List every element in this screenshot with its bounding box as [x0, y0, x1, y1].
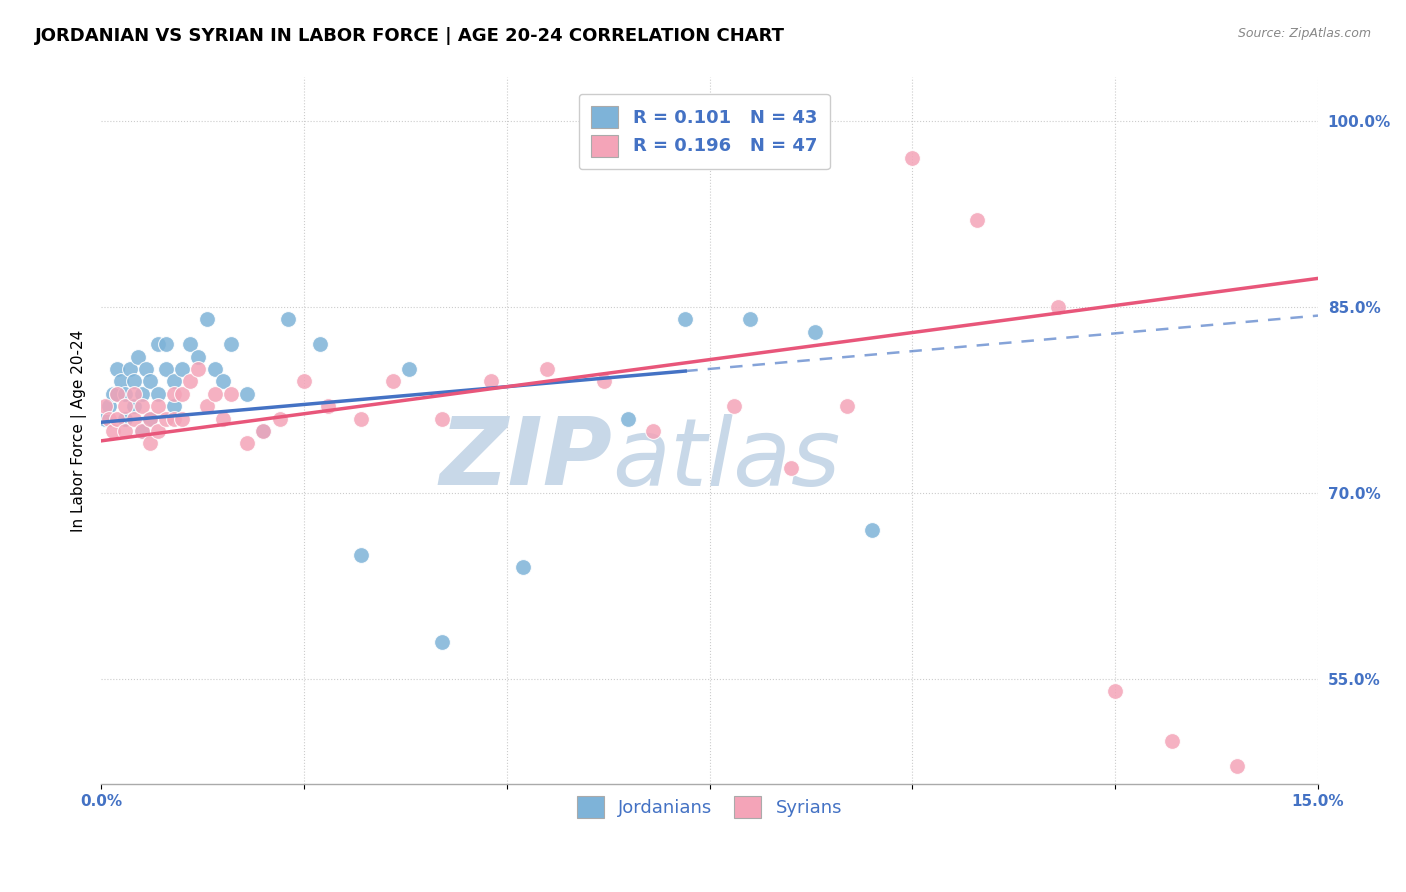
Point — [139, 374, 162, 388]
Point — [236, 386, 259, 401]
Point — [146, 424, 169, 438]
Point — [163, 374, 186, 388]
Text: atlas: atlas — [612, 414, 841, 505]
Point — [512, 560, 534, 574]
Point — [146, 399, 169, 413]
Point — [350, 411, 373, 425]
Point — [155, 337, 177, 351]
Point — [163, 399, 186, 413]
Point — [617, 411, 640, 425]
Point — [103, 424, 125, 438]
Point — [131, 424, 153, 438]
Point — [673, 312, 696, 326]
Point — [163, 411, 186, 425]
Point — [740, 312, 762, 326]
Point — [1047, 300, 1070, 314]
Point — [211, 411, 233, 425]
Point — [316, 399, 339, 413]
Point — [211, 374, 233, 388]
Point — [1226, 759, 1249, 773]
Point — [172, 362, 194, 376]
Point — [94, 411, 117, 425]
Point — [122, 411, 145, 425]
Point — [723, 399, 745, 413]
Point — [131, 386, 153, 401]
Point — [219, 386, 242, 401]
Point — [779, 461, 801, 475]
Point — [146, 386, 169, 401]
Point — [103, 386, 125, 401]
Point — [382, 374, 405, 388]
Point — [155, 362, 177, 376]
Point — [105, 386, 128, 401]
Point — [127, 350, 149, 364]
Point — [204, 386, 226, 401]
Point — [837, 399, 859, 413]
Point — [114, 399, 136, 413]
Point — [105, 362, 128, 376]
Legend: Jordanians, Syrians: Jordanians, Syrians — [569, 789, 849, 825]
Point — [187, 350, 209, 364]
Text: Source: ZipAtlas.com: Source: ZipAtlas.com — [1237, 27, 1371, 40]
Point — [195, 312, 218, 326]
Point — [105, 386, 128, 401]
Point — [110, 374, 132, 388]
Point — [195, 399, 218, 413]
Point — [98, 399, 121, 413]
Point — [1161, 734, 1184, 748]
Y-axis label: In Labor Force | Age 20-24: In Labor Force | Age 20-24 — [72, 330, 87, 532]
Point — [131, 424, 153, 438]
Point — [309, 337, 332, 351]
Point — [146, 337, 169, 351]
Point — [860, 523, 883, 537]
Point — [139, 436, 162, 450]
Point — [901, 151, 924, 165]
Point — [179, 337, 201, 351]
Point — [398, 362, 420, 376]
Point — [172, 386, 194, 401]
Point — [131, 399, 153, 413]
Point — [430, 634, 453, 648]
Point — [98, 411, 121, 425]
Point — [155, 411, 177, 425]
Point — [219, 337, 242, 351]
Point — [114, 386, 136, 401]
Point — [204, 362, 226, 376]
Point — [187, 362, 209, 376]
Point — [122, 399, 145, 413]
Point — [139, 411, 162, 425]
Point — [179, 374, 201, 388]
Point — [593, 374, 616, 388]
Point — [252, 424, 274, 438]
Point — [430, 411, 453, 425]
Point — [804, 325, 827, 339]
Point — [118, 362, 141, 376]
Point — [122, 374, 145, 388]
Point — [114, 424, 136, 438]
Point — [122, 386, 145, 401]
Point — [350, 548, 373, 562]
Point — [536, 362, 558, 376]
Point — [105, 411, 128, 425]
Point — [252, 424, 274, 438]
Point — [269, 411, 291, 425]
Point — [94, 399, 117, 413]
Point — [172, 411, 194, 425]
Text: ZIP: ZIP — [439, 413, 612, 505]
Point — [236, 436, 259, 450]
Point — [479, 374, 502, 388]
Point — [292, 374, 315, 388]
Point — [114, 411, 136, 425]
Point — [966, 213, 988, 227]
Text: JORDANIAN VS SYRIAN IN LABOR FORCE | AGE 20-24 CORRELATION CHART: JORDANIAN VS SYRIAN IN LABOR FORCE | AGE… — [35, 27, 785, 45]
Point — [163, 386, 186, 401]
Point — [139, 411, 162, 425]
Point — [135, 362, 157, 376]
Point — [641, 424, 664, 438]
Point — [277, 312, 299, 326]
Point — [1104, 684, 1126, 698]
